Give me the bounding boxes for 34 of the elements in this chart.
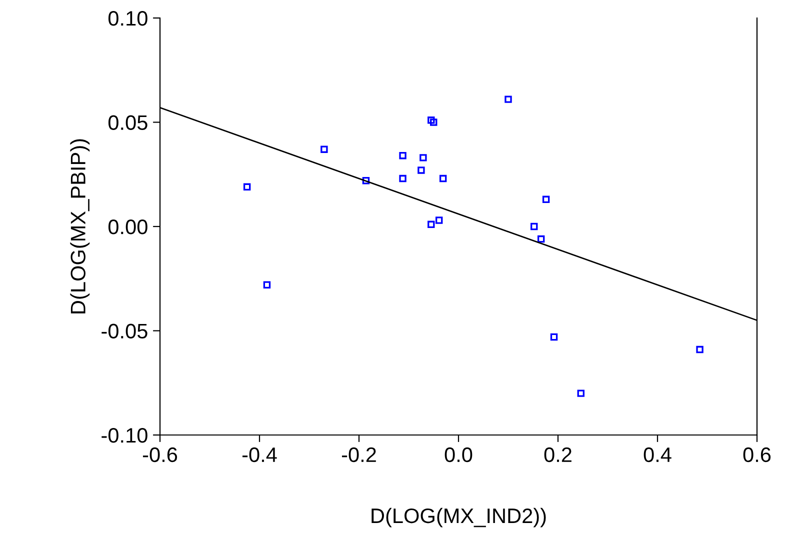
point [439,174,447,182]
x-tick-label: 0.4 [644,447,672,462]
point [418,166,425,174]
x-tick-label: 0.0 [444,447,472,462]
point [530,222,538,230]
x-tick-label: -0.4 [242,447,277,462]
point [399,152,406,160]
x-tick-label: 0.6 [743,447,771,462]
point [537,235,545,243]
point [399,174,406,182]
point [542,196,550,204]
point [263,281,271,288]
y-tick-label: 0.10 [108,11,148,26]
y-tick-label: -0.05 [102,324,148,339]
point [320,146,328,153]
x-tick-label: -0.6 [142,447,178,462]
point [243,183,251,190]
y-tick-label: -0.10 [102,428,148,443]
y-tick-label: 0.00 [108,220,148,234]
point [435,216,443,224]
point [362,177,370,184]
point [504,96,512,103]
y-tick-label: 0.05 [108,115,148,130]
point [428,220,435,228]
point [420,154,427,162]
point [428,116,435,124]
point [550,333,558,341]
point [696,346,704,354]
point [577,390,584,397]
x-axis-title: D(LOG(MX_IND2)) [372,508,546,528]
y-axis-title: D(LOG(MX_PBIP)) [70,139,90,314]
point [430,118,438,126]
x-tick-label: 0.2 [544,447,572,462]
x-tick-label: -0.2 [342,447,376,462]
